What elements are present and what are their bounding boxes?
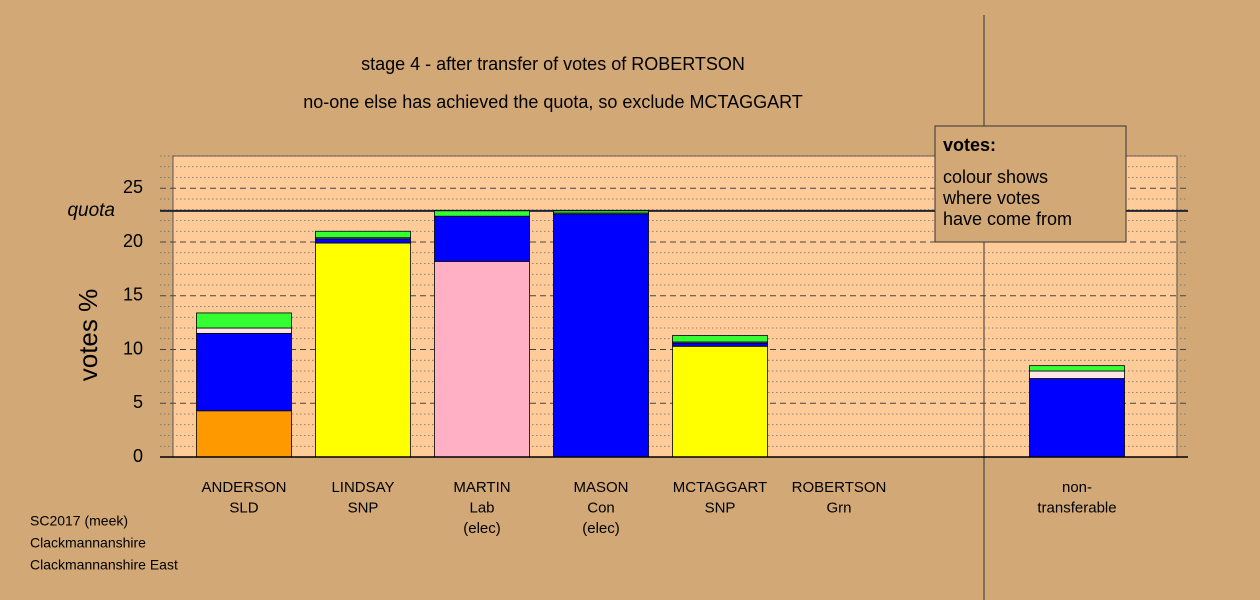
x-tick-label: Lab [469, 499, 494, 516]
x-tick-label: SNP [348, 499, 379, 516]
bar-segment [1029, 370, 1125, 379]
chart-title: stage 4 - after transfer of votes of ROB… [361, 54, 745, 74]
footer-line: SC2017 (meek) [30, 513, 128, 529]
bar-segment [434, 210, 530, 217]
y-axis-label: votes % [73, 289, 103, 382]
bar-segment [315, 230, 411, 239]
x-tick-label: MASON [573, 479, 628, 496]
chart-subtitle: no-one else has achieved the quota, so e… [303, 92, 803, 112]
note-line: colour shows [943, 167, 1048, 187]
x-tick-label: ROBERTSON [792, 479, 887, 496]
y-tick-label: 25 [123, 177, 143, 197]
x-tick-label: MCTAGGART [673, 479, 767, 496]
y-tick-label: 10 [123, 338, 143, 358]
bar-segment [672, 342, 768, 347]
bar-segment [434, 260, 530, 458]
bar-segment [196, 332, 292, 412]
bar-segment [196, 327, 292, 334]
footer-line: Clackmannanshire [30, 535, 146, 551]
x-tick-label: Con [587, 499, 615, 516]
bar-segment [315, 238, 411, 244]
bars [196, 210, 1125, 458]
x-tick-label: non- [1062, 479, 1092, 496]
bar-segment [672, 335, 768, 343]
bar-segment [196, 312, 292, 329]
y-tick-label: 20 [123, 231, 143, 251]
note-heading: votes: [943, 135, 996, 155]
bar-segment [553, 210, 649, 214]
note-line: where votes [942, 188, 1040, 208]
x-tick-label: transferable [1037, 499, 1116, 516]
y-tick-label: 0 [133, 446, 143, 466]
bar-segment [672, 345, 768, 458]
x-tick-label: Grn [826, 499, 851, 516]
bar-segment [1029, 365, 1125, 372]
x-tick-label: LINDSAY [331, 479, 394, 496]
x-tick-label: (elec) [463, 520, 501, 537]
bar-segment [196, 410, 292, 458]
x-tick-label: SLD [229, 499, 258, 516]
x-tick-label: ANDERSON [201, 479, 286, 496]
note-box [934, 125, 1127, 243]
bar-segment [434, 215, 530, 262]
y-tick-label: 15 [123, 285, 143, 305]
x-tick-label: (elec) [582, 520, 620, 537]
x-tick-label: SNP [705, 499, 736, 516]
x-tick-label: MARTIN [453, 479, 510, 496]
bar-segment [553, 213, 649, 458]
y-tick-label: 5 [133, 392, 143, 412]
bar-segment [315, 242, 411, 458]
note-line: have come from [943, 209, 1072, 229]
bar-segment [1029, 378, 1125, 458]
quota-label: quota [67, 200, 115, 221]
footer-line: Clackmannanshire East [30, 557, 178, 573]
